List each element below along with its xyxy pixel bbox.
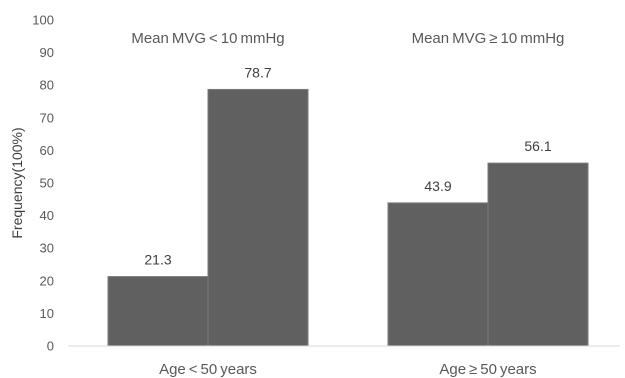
y-tick-label: 30 <box>40 241 54 256</box>
y-tick-label: 10 <box>40 306 54 321</box>
category-labels-layer: Age < 50 years Age ≥ 50 years <box>159 361 537 378</box>
bars-layer <box>107 88 589 347</box>
group-title: Mean MVG < 10 mmHg <box>131 30 284 47</box>
data-label: 78.7 <box>244 64 271 80</box>
bar <box>387 202 489 347</box>
data-labels-layer: 21.3 78.7 43.9 56.1 <box>144 64 551 267</box>
category-label: Age ≥ 50 years <box>439 361 536 378</box>
data-label: 56.1 <box>524 138 551 154</box>
y-tick-label: 60 <box>40 143 54 158</box>
y-tick-label: 100 <box>32 13 54 28</box>
y-tick-label: 90 <box>40 45 54 60</box>
bar <box>207 88 309 347</box>
y-tick-label: 70 <box>40 110 54 125</box>
y-tick-label: 40 <box>40 208 54 223</box>
category-label: Age < 50 years <box>159 361 257 378</box>
y-tick-label: 80 <box>40 78 54 93</box>
y-tick-label: 20 <box>40 273 54 288</box>
group-title: Mean MVG ≥ 10 mmHg <box>412 30 565 47</box>
data-label: 21.3 <box>144 252 171 268</box>
bar <box>487 162 589 347</box>
group-titles-layer: Mean MVG < 10 mmHg Mean MVG ≥ 10 mmHg <box>131 30 564 47</box>
y-tick-label: 0 <box>47 339 54 354</box>
y-axis-ticks: 0 10 20 30 40 50 60 70 80 90 100 <box>32 13 54 354</box>
data-label: 43.9 <box>424 178 451 194</box>
y-tick-label: 50 <box>40 176 54 191</box>
y-axis-title: Frequency​(100%) <box>9 127 25 238</box>
bar <box>107 276 209 347</box>
